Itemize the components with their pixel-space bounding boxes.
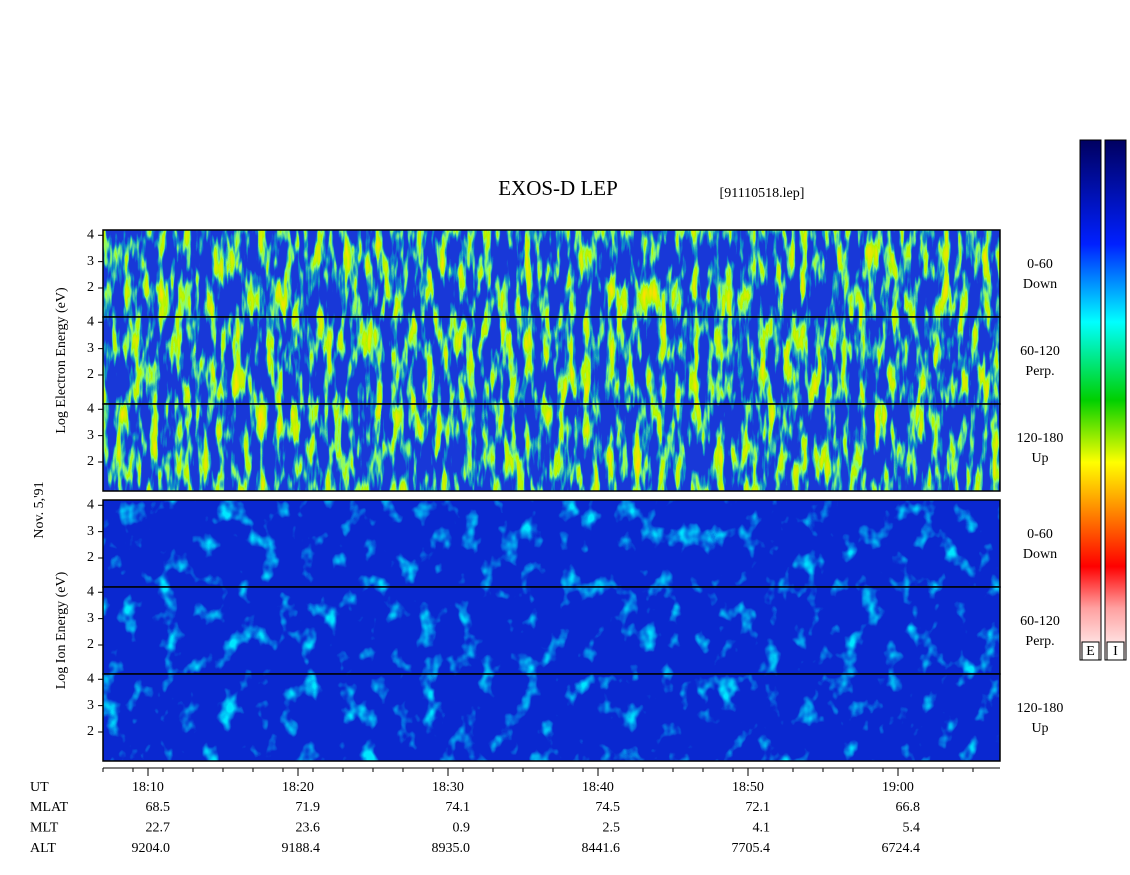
orbit-value: 74.1 [446, 800, 471, 815]
x-axis-label: UT [30, 780, 49, 795]
spectrogram-texture [103, 317, 1000, 404]
pitch-range: 120-180 [1017, 431, 1064, 446]
orbit-value: 22.7 [146, 821, 171, 836]
orbit-value: 72.1 [746, 800, 771, 815]
y-tick-label: 3 [87, 698, 94, 713]
colorbar [1104, 139, 1127, 661]
y-tick-label: 4 [87, 314, 94, 329]
y-tick-label: 4 [87, 401, 94, 416]
y-tick-label: 4 [87, 584, 94, 599]
orbit-value: 68.5 [146, 800, 171, 815]
pitch-direction: Down [1023, 547, 1057, 562]
y-tick-label: 3 [87, 524, 94, 539]
spectrogram-texture [103, 674, 1000, 761]
pitch-direction: Up [1031, 451, 1048, 466]
orbit-value: 23.6 [296, 821, 321, 836]
orbit-value: 7705.4 [732, 841, 771, 856]
orbit-value: 9188.4 [282, 841, 321, 856]
orbit-value: 71.9 [296, 800, 321, 815]
y-tick-label: 4 [87, 497, 94, 512]
chart-title: EXOS-D LEP [498, 176, 618, 200]
y-tick-label: 3 [87, 428, 94, 443]
y-tick-label: 2 [87, 280, 94, 295]
y-tick-label: 2 [87, 367, 94, 382]
x-tick-label: 18:30 [432, 780, 464, 795]
y-tick-label: 2 [87, 724, 94, 739]
x-tick-label: 18:10 [132, 780, 164, 795]
y-tick-label: 3 [87, 254, 94, 269]
orbit-value: 9204.0 [132, 841, 171, 856]
orbit-value: 66.8 [896, 800, 921, 815]
spectrogram-texture [103, 404, 1000, 491]
pitch-direction: Perp. [1025, 364, 1054, 379]
orbit-value: 4.1 [753, 821, 771, 836]
pitch-range: 120-180 [1017, 701, 1064, 716]
x-tick-label: 18:40 [582, 780, 614, 795]
colorbar-label: I [1113, 644, 1118, 659]
spectrogram-texture [103, 587, 1000, 674]
orbit-value: 2.5 [603, 821, 621, 836]
orbit-value: 5.4 [903, 821, 921, 836]
orbit-value: 8441.6 [582, 841, 621, 856]
pitch-direction: Down [1023, 277, 1057, 292]
y-tick-label: 3 [87, 611, 94, 626]
orbit-value: 74.5 [596, 800, 621, 815]
orbit-value: 0.9 [453, 821, 471, 836]
x-tick-label: 18:20 [282, 780, 314, 795]
y-axis-label: Log Ion Energy (eV) [54, 571, 69, 689]
file-label: [91110518.lep] [720, 186, 805, 201]
y-tick-label: 2 [87, 454, 94, 469]
colorbar-box [1106, 641, 1125, 661]
y-tick-label: 3 [87, 341, 94, 356]
y-axis-label: Log Electron Energy (eV) [54, 287, 69, 434]
y-tick-label: 2 [87, 550, 94, 565]
pitch-direction: Up [1031, 721, 1048, 736]
pitch-range: 60-120 [1020, 614, 1060, 629]
y-tick-label: 2 [87, 637, 94, 652]
y-tick-label: 4 [87, 671, 94, 686]
spectrogram-texture [103, 230, 1000, 317]
colorbar-label: E [1086, 644, 1095, 659]
orbit-label: MLAT [30, 800, 69, 815]
y-tick-label: 4 [87, 227, 94, 242]
orbit-label: ALT [30, 841, 56, 856]
pitch-range: 60-120 [1020, 344, 1060, 359]
x-tick-label: 19:00 [882, 780, 914, 795]
colorbar-box [1081, 641, 1100, 661]
panel-frame [102, 403, 1001, 492]
orbit-value: 6724.4 [882, 841, 921, 856]
pitch-range: 0-60 [1027, 527, 1053, 542]
pitch-range: 0-60 [1027, 257, 1053, 272]
spectrogram-texture [103, 500, 1000, 587]
colorbar [1079, 139, 1102, 661]
pitch-direction: Perp. [1025, 634, 1054, 649]
panel-frame [102, 673, 1001, 762]
orbit-value: 8935.0 [432, 841, 471, 856]
orbit-label: MLT [30, 821, 59, 836]
date-label: Nov. 5,'91 [32, 481, 47, 538]
x-tick-label: 18:50 [732, 780, 764, 795]
